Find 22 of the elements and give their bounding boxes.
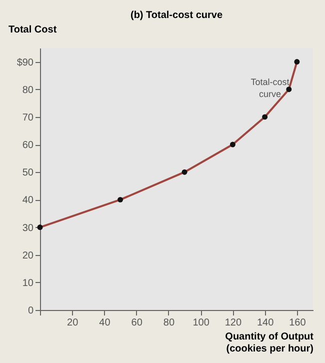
y-tick-label: 40 [22, 195, 34, 206]
y-tick-label: 50 [22, 168, 34, 179]
y-axis-title: Total Cost [8, 24, 58, 36]
x-tick-label: 160 [289, 318, 306, 328]
x-tick-label: 60 [131, 318, 143, 328]
y-tick-label: 30 [22, 222, 34, 234]
y-tick-label: 0 [28, 306, 34, 316]
x-axis-title: Quantity of Output (cookies per hour) [225, 332, 314, 354]
annotation: Total-cost curve [250, 77, 290, 99]
y-tick-label: 70 [22, 112, 34, 124]
y-tick-label: 60 [22, 140, 34, 152]
y-tick-label: 10 [22, 278, 34, 289]
chart-title: (b) Total-cost curve [130, 10, 223, 21]
x-tick-label: 80 [163, 318, 175, 328]
y-tick-label: $90 [16, 57, 34, 68]
x-tick-label: 140 [256, 318, 274, 328]
x-tick-label: 100 [192, 318, 210, 328]
x-tick-label: 20 [67, 318, 79, 328]
y-tick-label: 20 [22, 250, 34, 262]
x-tick-label: 120 [224, 318, 242, 328]
y-tick-label: 80 [22, 84, 34, 96]
x-tick-label: 40 [99, 318, 111, 328]
